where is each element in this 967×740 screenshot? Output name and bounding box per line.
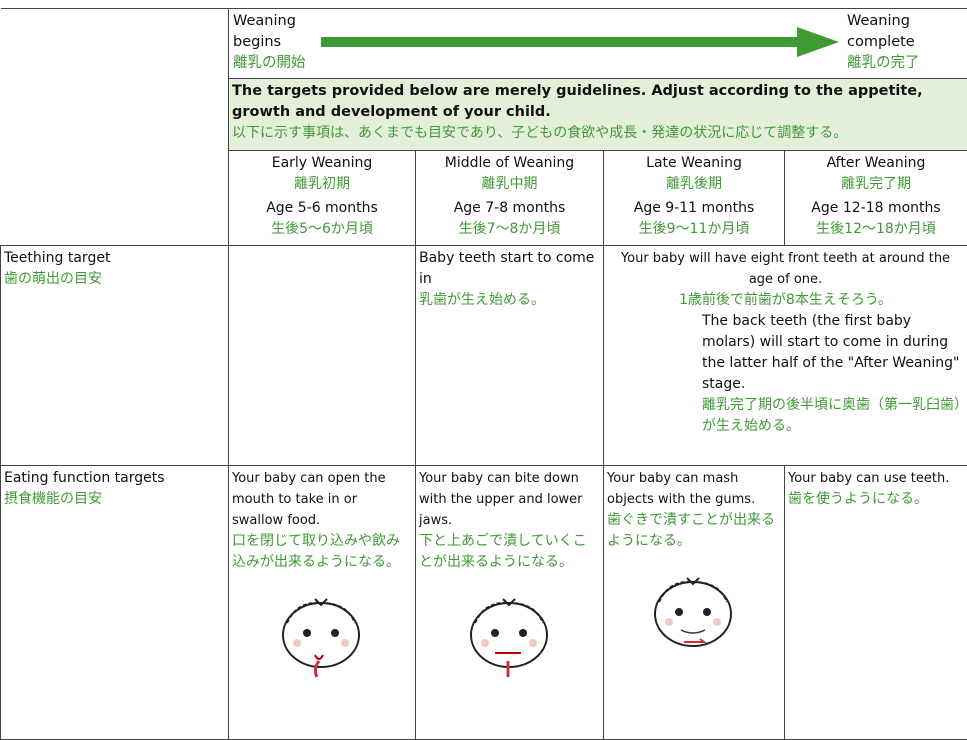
empty-cell: [229, 246, 416, 466]
timeline-cell: Weaning begins 離乳の開始 Weaning complete 離乳…: [229, 9, 967, 79]
back-block: The back teeth (the first baby molars) w…: [702, 311, 964, 437]
arrow: [321, 25, 841, 59]
stage-age-en: Age 9-11 months: [607, 198, 781, 219]
teething-late: Your baby will have eight front teeth at…: [604, 246, 967, 466]
stage-name-ja: 離乳中期: [419, 174, 600, 195]
label-ja: 摂食機能の目安: [4, 489, 225, 510]
text-ja: 歯を使うようになる。: [788, 489, 964, 510]
text-en: Your baby can mash objects with the gums…: [607, 468, 781, 510]
label-ja: 歯の萌出の目安: [4, 269, 225, 290]
teething-middle: Baby teeth start to come in 乳歯が生え始める。: [416, 246, 604, 466]
start-en: Weaning begins: [233, 11, 313, 53]
stage-name-en: After Weaning: [788, 153, 964, 174]
end-en: Weaning complete: [847, 11, 957, 53]
text-en: Your baby can bite down with the upper a…: [419, 468, 600, 531]
eating-cell: Your baby can open the mouth to take in …: [229, 466, 416, 740]
label-en: Teething target: [4, 248, 225, 269]
stage-name-ja: 離乳後期: [607, 174, 781, 195]
empty-cell: [1, 9, 229, 246]
teething-label: Teething target 歯の萌出の目安: [1, 246, 229, 466]
text-ja: 歯ぐきで潰すことが出来るようになる。: [607, 510, 781, 552]
face-illustration: [267, 587, 377, 682]
weaning-table: Weaning begins 離乳の開始 Weaning complete 離乳…: [0, 8, 967, 740]
text-en: Your baby can open the mouth to take in …: [232, 468, 412, 531]
face-illustration: [455, 587, 565, 682]
eating-cell: Your baby can mash objects with the gums…: [604, 466, 785, 740]
text-ja: 乳歯が生え始める。: [419, 290, 600, 311]
stage-name-ja: 離乳完了期: [788, 174, 964, 195]
eating-cell: Your baby can bite down with the upper a…: [416, 466, 604, 740]
stage-age-ja: 生後12〜18か月頃: [788, 219, 964, 240]
end-ja: 離乳の完了: [847, 53, 957, 74]
front-en: Your baby will have eight front teeth at…: [607, 248, 964, 290]
text-en: Baby teeth start to come in: [419, 248, 600, 290]
stage-name-en: Middle of Weaning: [419, 153, 600, 174]
note-cell: The targets provided below are merely gu…: [229, 79, 967, 151]
front-ja: 1歳前後で前歯が8本生えそろう。: [607, 290, 964, 311]
text-ja: 下と上あごで潰していくことが出来るようになる。: [419, 531, 600, 573]
stage-age-en: Age 5-6 months: [232, 198, 412, 219]
stage-name-en: Late Weaning: [607, 153, 781, 174]
eating-label: Eating function targets 摂食機能の目安: [1, 466, 229, 740]
face-illustration: [639, 566, 749, 661]
note-ja: 以下に示す事項は、あくまでも目安であり、子どもの食欲や成長・発達の状況に応じて調…: [232, 123, 964, 144]
stage-age-ja: 生後7〜8か月頃: [419, 219, 600, 240]
note-en: The targets provided below are merely gu…: [232, 81, 964, 123]
stage-age-ja: 生後9〜11か月頃: [607, 219, 781, 240]
text-en: Your baby can use teeth.: [788, 468, 964, 489]
eating-cell: Your baby can use teeth.歯を使うようになる。: [785, 466, 967, 740]
back-en: The back teeth (the first baby molars) w…: [702, 311, 964, 395]
stage-age-ja: 生後5〜6か月頃: [232, 219, 412, 240]
text-ja: 口を閉じて取り込みや飲み込みが出来るようになる。: [232, 531, 412, 573]
start-ja: 離乳の開始: [233, 53, 313, 74]
stage-name-ja: 離乳初期: [232, 174, 412, 195]
stage-age-en: Age 12-18 months: [788, 198, 964, 219]
timeline-start: Weaning begins 離乳の開始: [233, 11, 313, 74]
stage-age-en: Age 7-8 months: [419, 198, 600, 219]
label-en: Eating function targets: [4, 468, 225, 489]
back-ja: 離乳完了期の後半頃に奥歯（第一乳臼歯）が生え始める。: [702, 395, 964, 437]
timeline-end: Weaning complete 離乳の完了: [847, 11, 957, 74]
stage-name-en: Early Weaning: [232, 153, 412, 174]
